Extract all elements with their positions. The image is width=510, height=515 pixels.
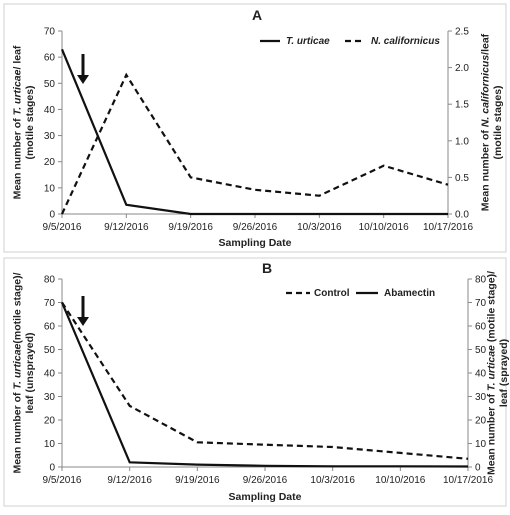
- y-right-tick-label: 30: [475, 392, 487, 403]
- y-right-tick-label: 1.0: [455, 136, 469, 147]
- y-right-tick-label: 70: [475, 298, 487, 309]
- legend-label: T. urticae: [286, 36, 330, 47]
- y-axis-title-part: /leaf: [479, 33, 491, 55]
- y-left-tick-label: 70: [44, 298, 56, 309]
- y-left-tick-label: 80: [44, 275, 56, 286]
- panel-title: A: [252, 7, 262, 23]
- x-tick-label: 9/12/2016: [107, 475, 152, 486]
- y-right-tick-label: 10: [475, 439, 487, 450]
- x-tick-label: 10/17/2016: [423, 222, 473, 233]
- y-right-tick-label: 60: [475, 322, 487, 333]
- y-right-tick-label: 20: [475, 416, 487, 427]
- x-tick-label: 10/10/2016: [359, 222, 409, 233]
- y-left-tick-label: 70: [44, 27, 56, 38]
- y-right-tick-label: 2.5: [455, 27, 469, 38]
- x-tick-label: 9/19/2016: [175, 475, 220, 486]
- y-axis-title-left: Mean number of T. urticae(motile stage)/…: [11, 272, 36, 473]
- y-left-tick-label: 40: [44, 369, 56, 380]
- y-left-tick-label: 10: [44, 439, 56, 450]
- chart-panel-b: B 0 10 20 30 40 50 60 70 80 0 10 20 30 40 50 60 70 80 9/5/2…: [3, 257, 510, 507]
- y-axis-title-line2: (motile stages): [24, 85, 36, 159]
- y-axis-title-species: T. urticae: [11, 343, 23, 389]
- y-axis-title-part: Mean number of: [479, 127, 491, 211]
- y-left-tick-label: 0: [49, 463, 55, 474]
- panel-title: B: [262, 260, 272, 276]
- y-right-tick-label: 0.5: [455, 173, 469, 184]
- y-right-tick-label: 80: [475, 275, 487, 286]
- y-axis-title-line2: leaf (sprayed): [498, 339, 510, 407]
- y-right-tick-label: 40: [475, 369, 487, 380]
- y-left-tick-label: 40: [44, 105, 56, 116]
- y-left-tick-label: 0: [49, 210, 55, 221]
- x-tick-label: 9/5/2016: [43, 222, 82, 233]
- series-line-t-urticae: [60, 48, 448, 216]
- y-axis-title-right: Mean number of T. urticae (motile stage)…: [485, 271, 510, 475]
- legend-label: Control: [314, 288, 350, 299]
- series-line-n-californicus: [61, 72, 449, 215]
- y-left-tick-label: 20: [44, 157, 56, 168]
- x-tick-label: 10/3/2016: [310, 475, 355, 486]
- y-axis-title-left: Mean number of T. urticae/ leaf (motile s…: [11, 45, 36, 199]
- y-axis-title-part: / leaf: [11, 45, 23, 69]
- y-axis-title-part: Mean number of: [11, 390, 23, 474]
- y-right-tick-label: 50: [475, 345, 487, 356]
- y-left-tick-label: 10: [44, 183, 56, 194]
- y-axis-title-species: T. urticae: [11, 69, 23, 115]
- y-left-tick-label: 20: [44, 416, 56, 427]
- arrow-head: [77, 75, 89, 84]
- x-axis-title: Sampling Date: [229, 491, 302, 503]
- y-left-tick-label: 50: [44, 79, 56, 90]
- y-axis-title-line2: (motile stages): [492, 85, 504, 159]
- x-tick-label: 9/12/2016: [104, 222, 149, 233]
- x-tick-label: 9/26/2016: [233, 222, 278, 233]
- x-tick-label: 10/10/2016: [375, 475, 425, 486]
- y-left-tick-label: 60: [44, 53, 56, 64]
- y-left-tick-label: 50: [44, 345, 56, 356]
- legend-label: Abamectin: [384, 288, 435, 299]
- panel-frame: [3, 3, 507, 253]
- x-axis-title: Sampling Date: [219, 237, 292, 249]
- x-tick-label: 10/17/2016: [443, 475, 493, 486]
- y-axis-title-part: Mean number of: [485, 391, 497, 475]
- y-left-tick-label: 30: [44, 131, 56, 142]
- y-axis-title-line2: leaf (unsprayed): [24, 332, 36, 413]
- y-axis-title-part: (motile stage)/: [11, 272, 23, 343]
- x-tick-label: 10/3/2016: [297, 222, 342, 233]
- y-axis-title-part: Mean number of: [11, 115, 23, 199]
- x-tick-label: 9/19/2016: [168, 222, 213, 233]
- series-line-abamectin: [60, 302, 469, 468]
- chart-panel-a: A 0 10 20 30 40 50 60 70 0.0 0.5 1.0 1.5 2.0 2.5 9/5/20…: [3, 3, 507, 253]
- y-left-tick-label: 60: [44, 322, 56, 333]
- y-axis-title-species: T. urticae: [485, 345, 497, 391]
- y-right-tick-label: 1.5: [455, 100, 469, 111]
- legend-label: N. californicus: [371, 36, 440, 47]
- y-left-tick-label: 30: [44, 392, 56, 403]
- arrow-head: [77, 317, 89, 326]
- y-right-tick-label: 2.0: [455, 63, 469, 74]
- x-tick-label: 9/5/2016: [43, 475, 82, 486]
- y-axis-title-part: (motile stage)/: [485, 271, 497, 345]
- y-axis-title-right: Mean number of N. californicus/leaf (moti…: [479, 33, 504, 211]
- y-right-tick-label: 0.0: [455, 210, 469, 221]
- series-line-control: [61, 301, 469, 460]
- y-axis-title-species: N. californicus: [479, 55, 491, 128]
- y-right-tick-label: 0: [475, 463, 481, 474]
- x-tick-label: 9/26/2016: [243, 475, 288, 486]
